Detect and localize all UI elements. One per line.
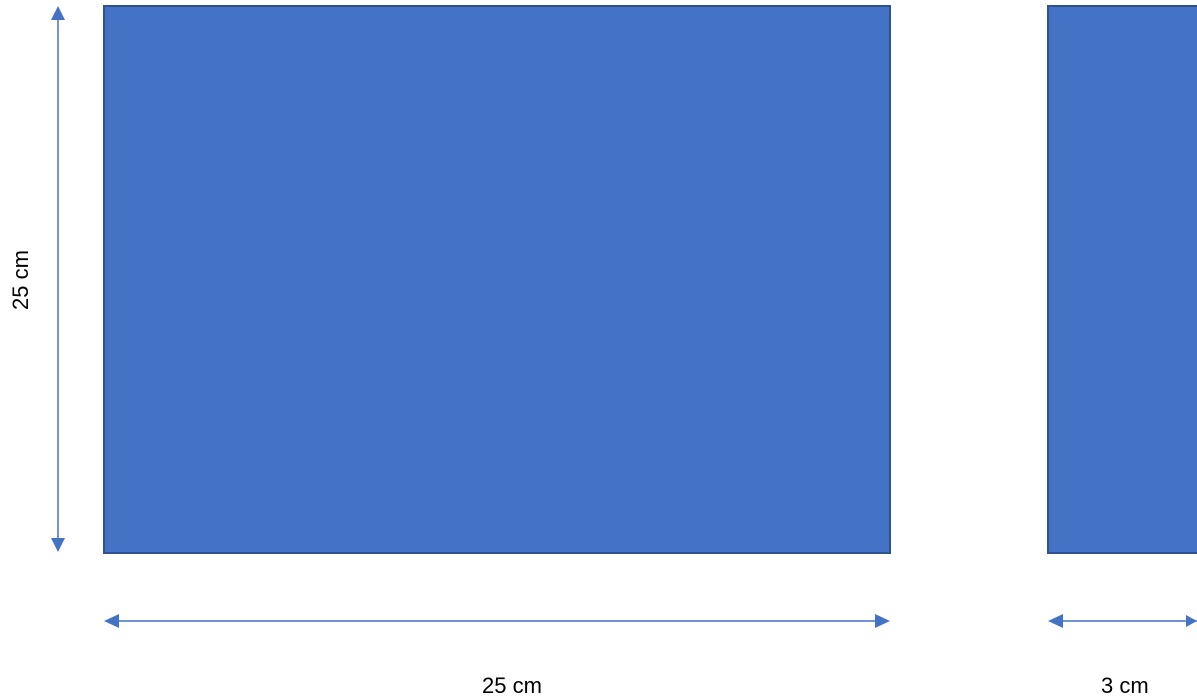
large-rectangle xyxy=(103,5,891,554)
arrowhead-left-icon xyxy=(1048,614,1063,628)
width-label-right: 3 cm xyxy=(1101,673,1149,698)
arrowhead-right-icon xyxy=(1186,615,1197,627)
horizontal-dimension-arrow-left xyxy=(104,614,890,628)
height-label: 25 cm xyxy=(8,250,33,310)
arrowhead-up-icon xyxy=(51,6,65,20)
width-label-left: 25 cm xyxy=(482,673,542,698)
small-rectangle xyxy=(1047,5,1197,554)
arrowhead-right-icon xyxy=(875,614,890,628)
arrowhead-left-icon xyxy=(104,614,119,628)
arrowhead-down-icon xyxy=(51,538,65,552)
vertical-dimension-arrow xyxy=(51,6,65,552)
horizontal-dimension-arrow-right xyxy=(1048,614,1197,628)
